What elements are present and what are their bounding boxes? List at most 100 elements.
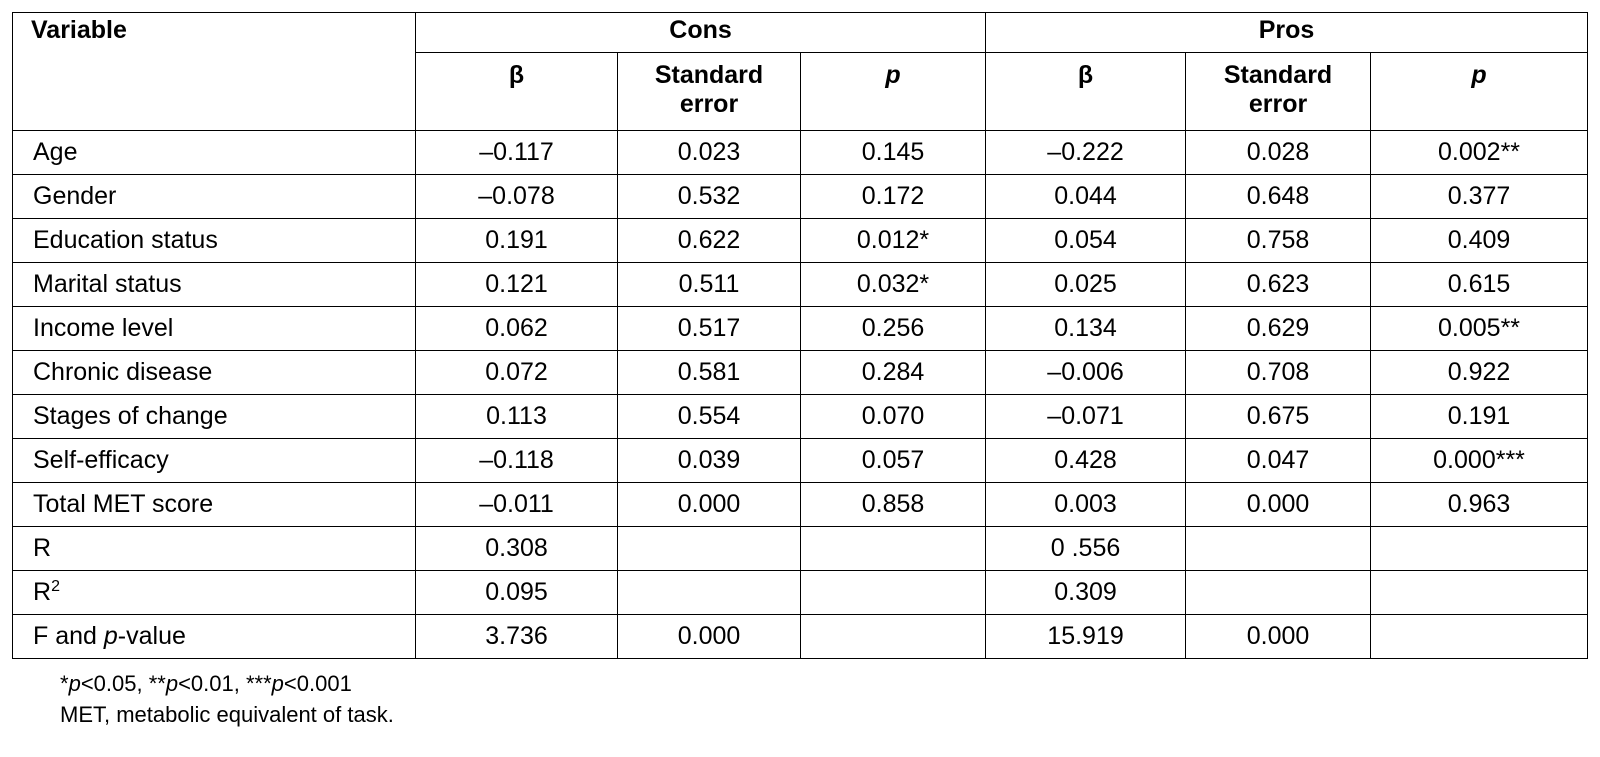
- text: 0.581: [677, 358, 741, 386]
- row-label: R2: [12, 570, 416, 615]
- text: 0.047: [1246, 446, 1310, 474]
- cell: 0.072: [415, 350, 618, 395]
- row-label: Education status: [12, 218, 416, 263]
- row-label: Income level: [12, 306, 416, 351]
- cell: 0.191: [415, 218, 618, 263]
- cell: 0.000: [617, 614, 801, 659]
- text: 0.622: [677, 226, 741, 254]
- text: 0.308: [485, 534, 548, 562]
- text: –0.078: [478, 182, 555, 210]
- italic-text: p: [271, 671, 284, 696]
- column-header: Standard error: [1185, 52, 1372, 131]
- text: 0.032*: [856, 270, 930, 298]
- text: 0.044: [1054, 182, 1117, 210]
- text: 0.191: [485, 226, 548, 254]
- cell: 0.517: [617, 306, 801, 351]
- text: Total MET score: [33, 490, 214, 518]
- row-label: Self-efficacy: [12, 438, 416, 483]
- text: MET, metabolic equivalent of task.: [60, 702, 394, 727]
- cell: 0.000: [617, 482, 801, 527]
- text: 0.629: [1246, 314, 1310, 342]
- cell: [1185, 526, 1372, 571]
- variable-header: Variable: [12, 12, 416, 131]
- cell: 0.554: [617, 394, 801, 439]
- footnote: *p<0.05, **p<0.01, ***p<0.001: [60, 668, 394, 699]
- text: <0.05, **: [80, 671, 166, 696]
- text: 0.648: [1246, 182, 1310, 210]
- text: 0.428: [1054, 446, 1117, 474]
- group-header: Cons: [414, 12, 987, 53]
- column-header: p: [1370, 52, 1589, 131]
- data-row: Marital status 0.121 0.511 0.032* 0.025 0.623…: [12, 262, 1589, 307]
- text: 0.072: [485, 358, 548, 386]
- text: Cons: [669, 16, 732, 44]
- column-header: p: [799, 52, 987, 131]
- text: 0.070: [861, 402, 925, 430]
- data-row: F and p-value 3.736 0.000 15.919 0.000: [12, 614, 1589, 659]
- data-row: Education status 0.191 0.622 0.012* 0.054 0.7…: [12, 218, 1589, 263]
- text: Income level: [33, 314, 174, 342]
- row-label: Stages of change: [12, 394, 416, 439]
- table-wrap: Variable Cons Pros β Standard error p β Standar…: [12, 12, 1589, 659]
- cell: 0.012*: [799, 218, 987, 263]
- row-label: Total MET score: [12, 482, 416, 527]
- column-header: β: [415, 52, 618, 131]
- text: Variable: [31, 16, 127, 44]
- row-label: F and p-value: [12, 614, 416, 659]
- text: 0.517: [677, 314, 741, 342]
- cell: 0.511: [617, 262, 801, 307]
- text: Marital status: [33, 270, 182, 298]
- cell: 0.675: [1185, 394, 1372, 439]
- row-label: Marital status: [12, 262, 416, 307]
- text: 0.057: [861, 446, 925, 474]
- cell: 0.615: [1370, 262, 1589, 307]
- subheader-row: β Standard error p β Standard error p: [13, 52, 1589, 131]
- text: 0.023: [677, 138, 741, 166]
- text: 0.134: [1054, 314, 1117, 342]
- text: Standard error: [654, 61, 764, 118]
- text: 0.025: [1054, 270, 1117, 298]
- cell: [1370, 570, 1589, 615]
- text: 0.511: [678, 270, 740, 298]
- row-label: Gender: [12, 174, 416, 219]
- cell: –0.078: [415, 174, 618, 219]
- text: Self-efficacy: [33, 446, 169, 474]
- text: -value: [117, 622, 186, 650]
- cell: [617, 526, 801, 571]
- cell: 0 .556: [985, 526, 1187, 571]
- text: 0.172: [861, 182, 925, 210]
- text: R: [33, 534, 52, 562]
- cell: 0.145: [799, 130, 987, 175]
- cell: 0.121: [415, 262, 618, 307]
- text: 0.858: [861, 490, 925, 518]
- cell: –0.222: [985, 130, 1187, 175]
- table-body: Age –0.117 0.023 0.145 –0.222 0.028 0.002** Gen…: [12, 130, 1589, 659]
- text: 15.919: [1047, 622, 1124, 650]
- column-header: Standard error: [617, 52, 801, 131]
- text: –0.011: [479, 490, 554, 518]
- text: <0.001: [283, 671, 352, 696]
- text: 0.409: [1447, 226, 1511, 254]
- cell: [1370, 614, 1589, 659]
- data-row: Self-efficacy –0.118 0.039 0.057 0.428 0.047 0…: [12, 438, 1589, 483]
- cell: 0.005**: [1370, 306, 1589, 351]
- cell: 0.428: [985, 438, 1187, 483]
- text: 0.922: [1447, 358, 1511, 386]
- text: 0.623: [1246, 270, 1310, 298]
- text: 0.000: [1246, 490, 1310, 518]
- text: Gender: [33, 182, 117, 210]
- text: Chronic disease: [33, 358, 213, 386]
- italic-text: p: [885, 61, 901, 89]
- header-row: Variable Cons Pros: [12, 12, 1589, 131]
- cell: 0.032*: [799, 262, 987, 307]
- text: 0.000: [677, 622, 741, 650]
- text: 0.000: [1246, 622, 1310, 650]
- text: β: [508, 61, 525, 89]
- cell: 0.070: [799, 394, 987, 439]
- cell: –0.006: [985, 350, 1187, 395]
- text: R: [33, 578, 52, 606]
- table-header: Variable Cons Pros β Standard error p β Standar…: [12, 12, 1589, 131]
- text: 0.000: [677, 490, 741, 518]
- text: 0.095: [485, 578, 548, 606]
- text: 3.736: [485, 622, 548, 650]
